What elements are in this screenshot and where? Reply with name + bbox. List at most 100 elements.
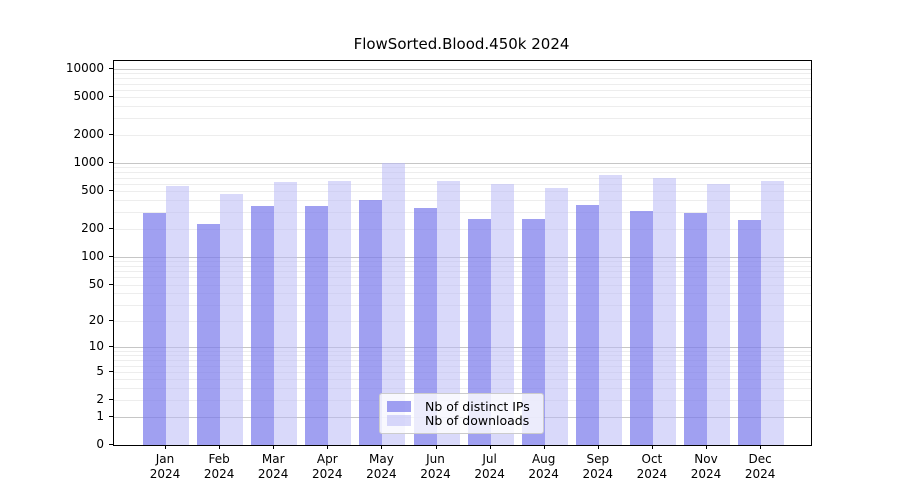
gridline-minor: [114, 73, 811, 75]
x-tick-label-dec: Dec 2024: [744, 452, 776, 481]
y-tick-mark-0: [109, 444, 113, 445]
bar-downloads-may: [382, 163, 406, 445]
x-tick-mark-mar: [273, 445, 275, 449]
bar-downloads-sep: [598, 175, 622, 445]
bar-distinct-ips-may: [359, 200, 383, 445]
x-tick-mark-jan: [165, 445, 166, 449]
y-tick-mark-1000: [109, 162, 113, 163]
y-tick-mark-5: [109, 370, 113, 372]
y-tick-mark-50: [109, 283, 113, 285]
legend: Nb of distinct IPs Nb of downloads: [379, 393, 544, 434]
gridline-minor: [114, 293, 811, 295]
gridline-minor: [114, 304, 811, 306]
x-tick-mark-feb: [219, 445, 221, 449]
bar-downloads-mar: [274, 182, 298, 445]
gridline-minor: [114, 118, 811, 120]
gridline-major: [114, 256, 811, 258]
y-tick-label-5000: 5000: [73, 89, 104, 104]
x-tick-mark-dec: [760, 445, 762, 449]
bar-distinct-ips-aug: [521, 219, 545, 445]
gridline-minor: [114, 83, 811, 85]
y-tick-label-10000: 10000: [65, 61, 104, 75]
gridline-minor: [114, 89, 811, 91]
gridline-minor: [114, 388, 811, 390]
y-tick-label-200: 200: [81, 220, 104, 235]
x-tick-label-aug: Aug 2024: [528, 452, 559, 481]
y-tick-mark-1: [109, 415, 113, 417]
legend-swatch-downloads: [387, 415, 411, 426]
gridline-minor: [114, 200, 811, 202]
x-tick-mark-sep: [597, 445, 599, 449]
x-tick-label-jun: Jun 2024: [420, 452, 451, 481]
bar-distinct-ips-apr: [305, 205, 329, 445]
y-tick-label-100: 100: [81, 248, 104, 263]
bar-downloads-jul: [490, 183, 514, 445]
x-tick-label-jul: Jul 2024: [474, 452, 505, 481]
bar-downloads-dec: [761, 181, 785, 445]
y-tick-mark-100: [109, 255, 113, 257]
gridline-minor: [114, 191, 811, 193]
y-tick-mark-500: [109, 190, 113, 192]
gridline-minor: [114, 271, 811, 272]
x-tick-label-oct: Oct 2024: [636, 452, 668, 481]
x-tick-mark-nov: [706, 445, 707, 449]
bar-downloads-feb: [220, 193, 244, 445]
x-tick-label-may: May 2024: [366, 452, 397, 481]
y-tick-label-2000: 2000: [73, 126, 104, 141]
gridline-major: [114, 347, 811, 349]
bar-downloads-nov: [707, 183, 730, 445]
gridline-minor: [114, 360, 811, 362]
x-tick-mark-may: [381, 445, 383, 449]
x-tick-mark-jul: [489, 445, 491, 449]
bar-downloads-jan: [166, 185, 189, 445]
gridline-minor: [114, 134, 811, 136]
x-tick-label-feb: Feb 2024: [203, 452, 235, 481]
y-tick-label-20: 20: [88, 312, 104, 327]
gridline-minor: [114, 212, 811, 213]
bar-downloads-apr: [328, 181, 352, 445]
bar-downloads-jun: [436, 181, 460, 445]
gridline-minor: [114, 177, 811, 179]
y-tick-mark-5000: [109, 96, 113, 98]
y-tick-mark-2000: [109, 133, 113, 135]
legend-item-downloads: Nb of downloads: [387, 413, 537, 428]
x-tick-mark-jun: [435, 445, 437, 449]
x-tick-mark-oct: [651, 445, 653, 449]
bar-distinct-ips-sep: [575, 205, 599, 445]
bar-distinct-ips-mar: [251, 205, 275, 445]
y-tick-label-500: 500: [81, 183, 104, 198]
chart-title: FlowSorted.Blood.450k 2024: [353, 35, 570, 53]
x-tick-label-mar: Mar 2024: [257, 452, 289, 481]
gridline-minor: [114, 284, 811, 286]
bar-distinct-ips-oct: [629, 210, 653, 445]
y-tick-label-10: 10: [88, 339, 104, 354]
bar-distinct-ips-jun: [413, 208, 437, 445]
gridline-minor: [114, 106, 811, 108]
y-tick-label-2: 2: [96, 392, 104, 407]
y-tick-mark-200: [109, 227, 113, 229]
gridline-minor: [114, 97, 811, 99]
gridline-minor: [114, 379, 811, 381]
y-tick-mark-2: [109, 399, 113, 401]
gridline-minor: [114, 320, 811, 322]
x-tick-label-sep: Sep 2024: [582, 452, 614, 481]
gridline-minor: [114, 78, 811, 80]
bar-downloads-oct: [652, 178, 676, 445]
y-tick-label-1: 1: [96, 408, 104, 423]
y-tick-mark-10000: [109, 68, 113, 69]
x-tick-label-apr: Apr 2024: [312, 452, 343, 481]
legend-label-downloads: Nb of downloads: [425, 413, 530, 428]
legend-swatch-distinct-ips: [387, 401, 411, 412]
gridline-minor: [114, 355, 811, 357]
bar-distinct-ips-dec: [738, 220, 762, 445]
y-tick-mark-20: [109, 319, 113, 321]
gridline-minor: [114, 228, 811, 230]
gridline-major: [114, 163, 811, 164]
gridline-minor: [114, 277, 811, 279]
y-tick-label-0: 0: [96, 437, 104, 451]
gridline-minor: [114, 351, 811, 352]
y-tick-label-1000: 1000: [73, 155, 104, 169]
x-tick-mark-apr: [327, 445, 329, 449]
y-tick-mark-10: [109, 346, 113, 348]
